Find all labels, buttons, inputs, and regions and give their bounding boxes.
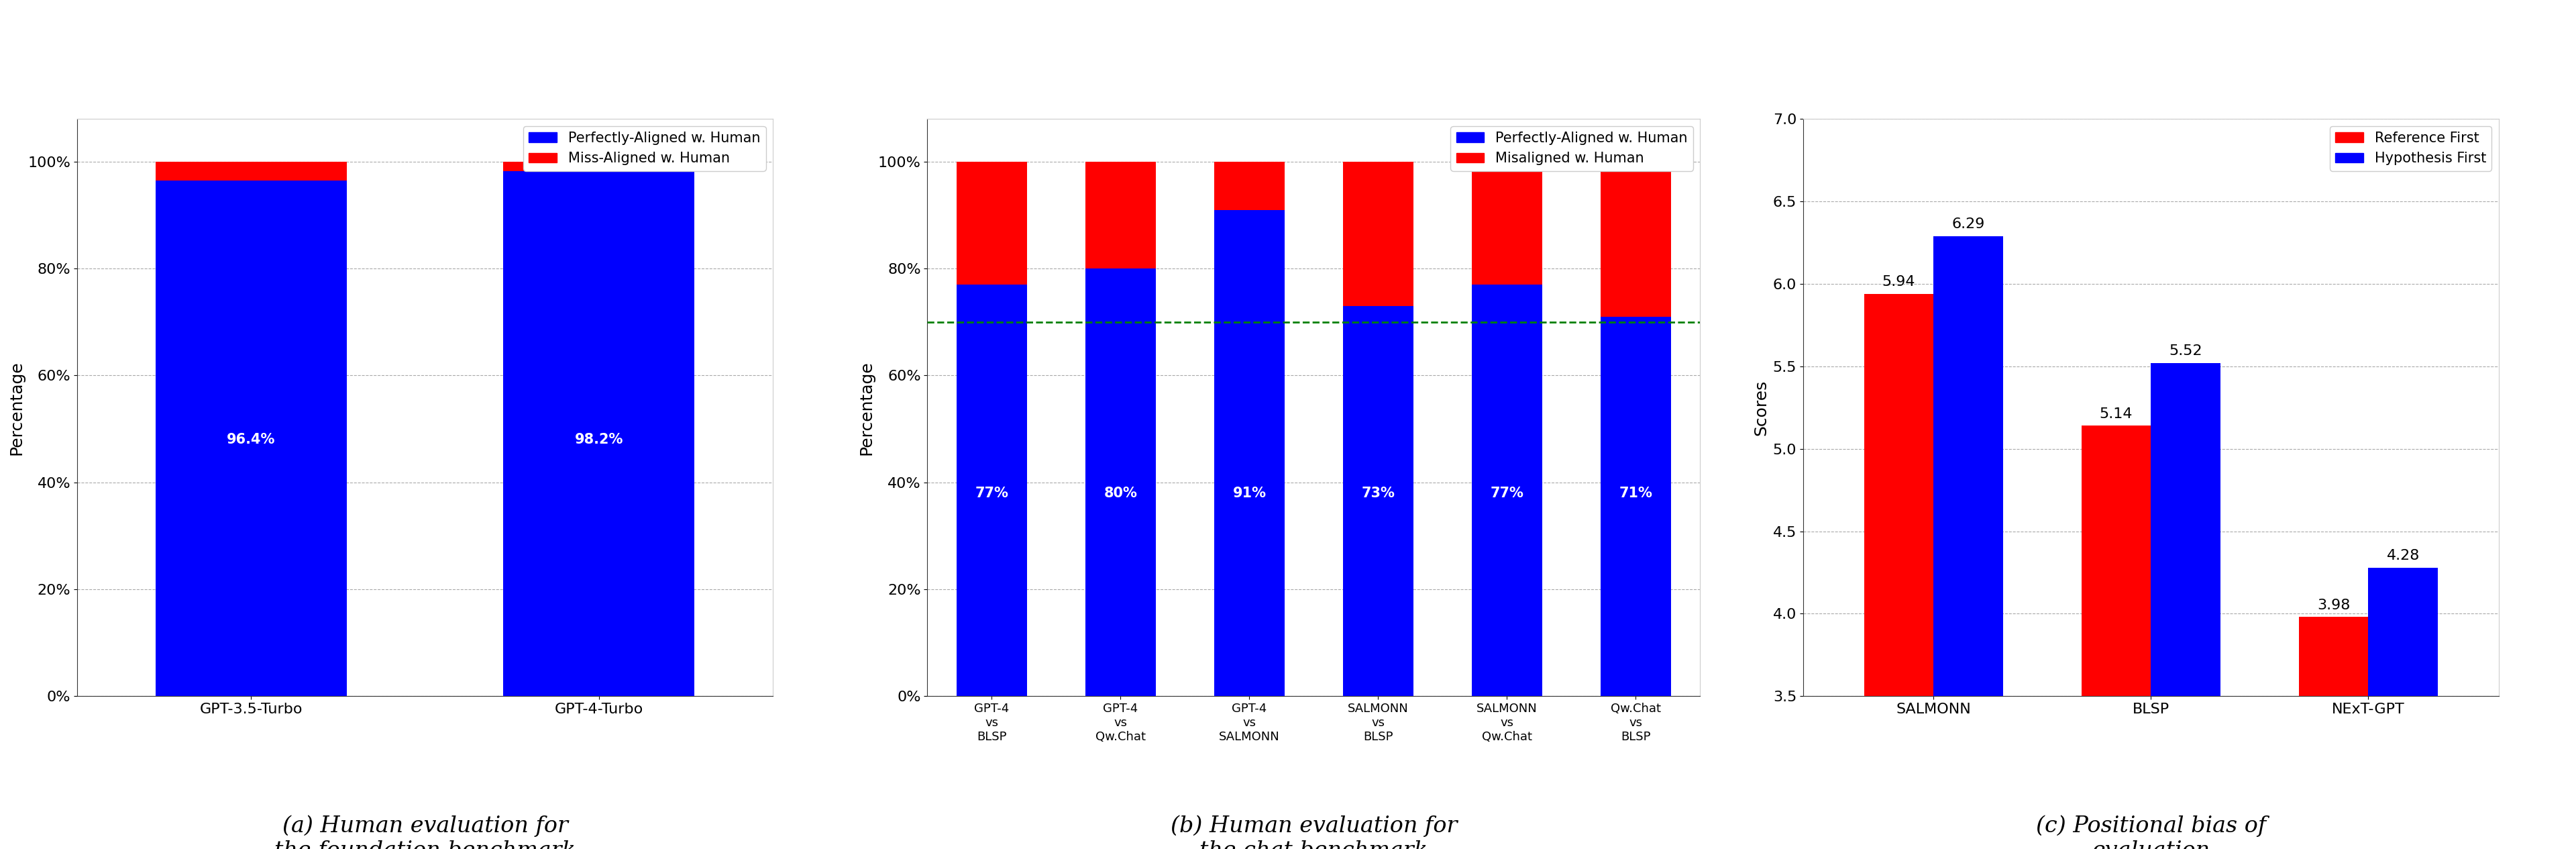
Bar: [1342, 161, 1414, 306]
Bar: [1600, 317, 1672, 696]
Text: (a) Human evaluation for
the foundation benchmark: (a) Human evaluation for the foundation …: [276, 815, 574, 849]
Bar: [956, 284, 1028, 696]
Text: (c) Positional bias of
evaluation: (c) Positional bias of evaluation: [2035, 815, 2267, 849]
Legend: Perfectly-Aligned w. Human, Misaligned w. Human: Perfectly-Aligned w. Human, Misaligned w…: [1450, 126, 1692, 171]
Y-axis label: Percentage: Percentage: [8, 360, 23, 455]
Text: 5.14: 5.14: [2099, 408, 2133, 421]
Text: 71%: 71%: [1620, 486, 1651, 500]
Bar: [1471, 284, 1543, 696]
Text: (b) Human evaluation for
the chat benchmark: (b) Human evaluation for the chat benchm…: [1170, 815, 1458, 849]
Text: 77%: 77%: [976, 486, 1007, 500]
Bar: [502, 171, 696, 696]
Text: 5.52: 5.52: [2169, 345, 2202, 358]
Y-axis label: Scores: Scores: [1754, 380, 1770, 436]
Bar: [2298, 617, 2367, 849]
Text: 91%: 91%: [1231, 486, 1267, 500]
Bar: [1865, 294, 1935, 849]
Bar: [155, 181, 348, 696]
Legend: Reference First, Hypothesis First: Reference First, Hypothesis First: [2329, 126, 2491, 171]
Bar: [2081, 425, 2151, 849]
Bar: [2151, 363, 2221, 849]
Bar: [155, 161, 348, 181]
Y-axis label: Percentage: Percentage: [858, 360, 873, 455]
Text: 73%: 73%: [1363, 486, 1394, 500]
Bar: [1342, 306, 1414, 696]
Text: 4.28: 4.28: [2385, 549, 2419, 563]
Text: 3.98: 3.98: [2316, 599, 2349, 612]
Bar: [1213, 161, 1285, 210]
Bar: [1600, 161, 1672, 317]
Bar: [1471, 161, 1543, 284]
Text: 98.2%: 98.2%: [574, 433, 623, 447]
Text: 6.29: 6.29: [1953, 217, 1986, 231]
Bar: [956, 161, 1028, 284]
Bar: [502, 161, 696, 171]
Text: 80%: 80%: [1105, 486, 1136, 500]
Text: 5.94: 5.94: [1883, 275, 1917, 289]
Text: 96.4%: 96.4%: [227, 433, 276, 447]
Text: 77%: 77%: [1492, 486, 1522, 500]
Bar: [1935, 236, 2004, 849]
Bar: [1213, 210, 1285, 696]
Bar: [2367, 567, 2437, 849]
Bar: [1084, 268, 1157, 696]
Legend: Perfectly-Aligned w. Human, Miss-Aligned w. Human: Perfectly-Aligned w. Human, Miss-Aligned…: [523, 126, 765, 171]
Bar: [1084, 161, 1157, 268]
